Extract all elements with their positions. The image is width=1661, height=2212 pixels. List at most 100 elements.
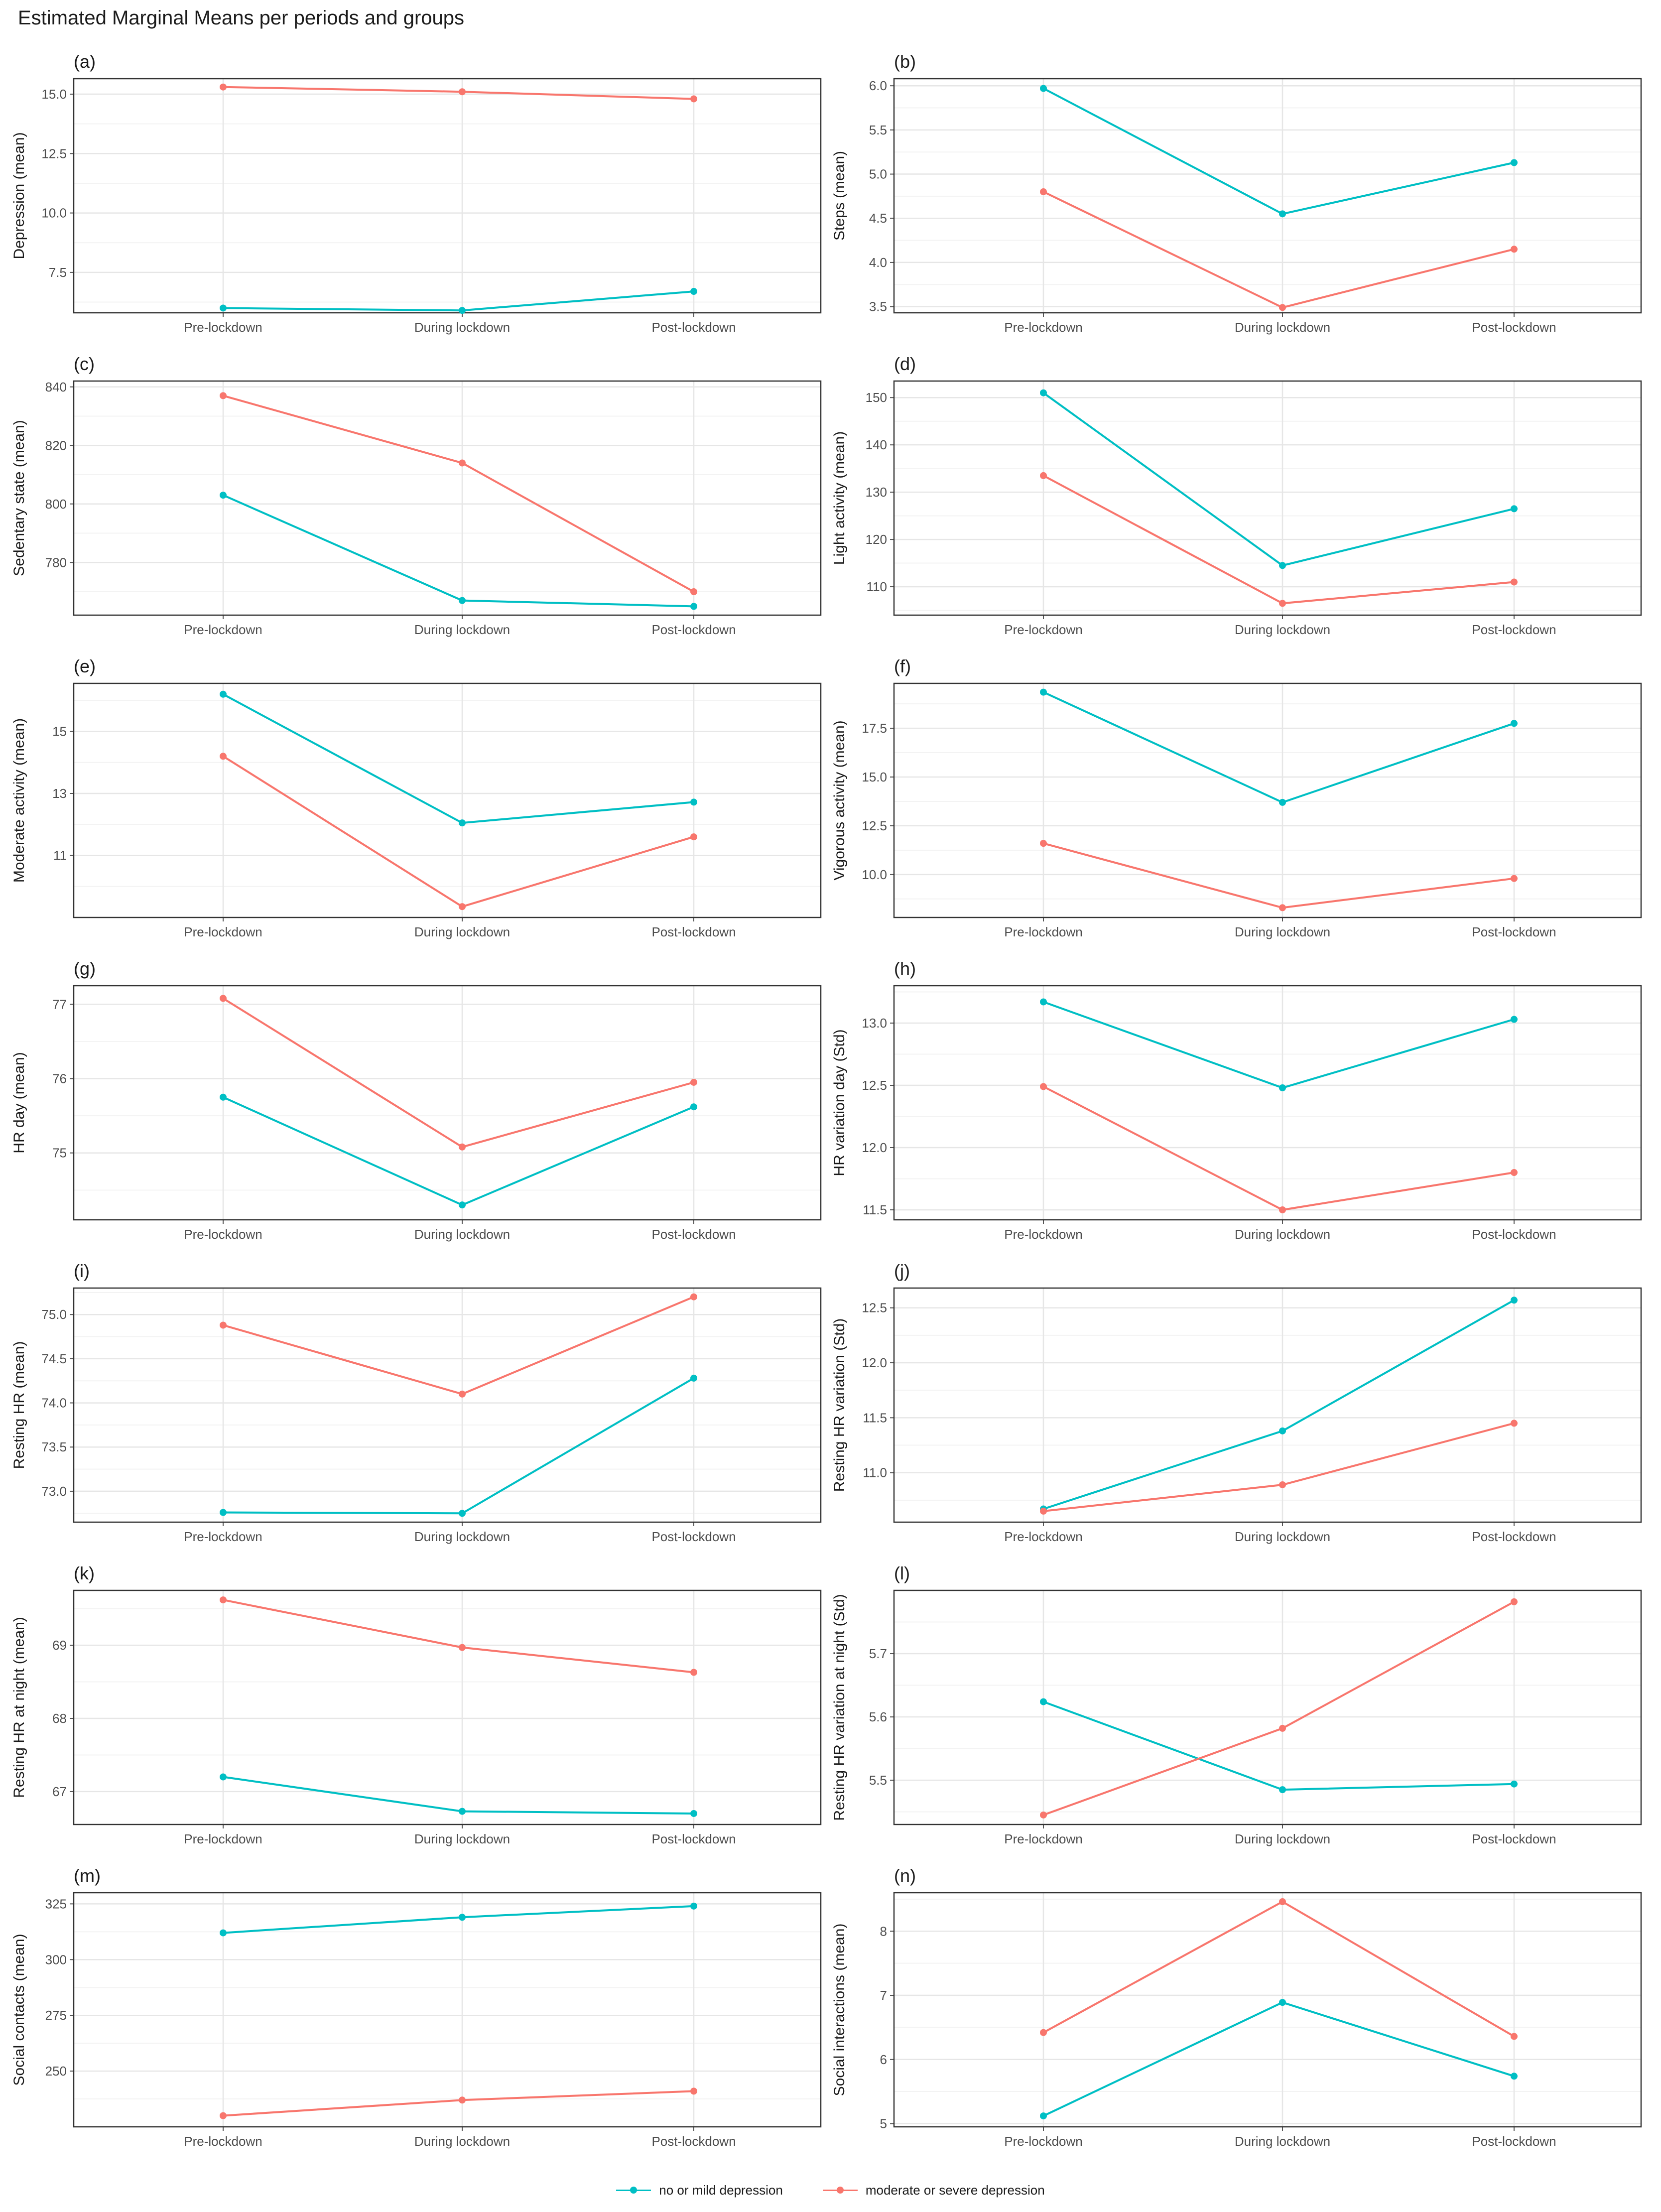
x-tick-label: Pre-lockdown bbox=[1004, 2134, 1083, 2149]
panel-label-a: (a) bbox=[74, 51, 96, 72]
data-point-moderate-or-severe bbox=[1511, 1420, 1518, 1427]
panel-border bbox=[893, 1589, 1642, 1825]
legend: no or mild depression moderate or severe… bbox=[0, 2178, 1661, 2203]
y-tick-label: 300 bbox=[45, 1952, 67, 1967]
panel-border bbox=[73, 380, 822, 616]
data-point-no-or-mild bbox=[690, 1902, 697, 1910]
data-point-moderate-or-severe bbox=[220, 83, 227, 91]
panel-f: (f) 10.0 12.5 15.0 17.5 Pre-lockdown During lo… bbox=[831, 656, 1642, 939]
data-point-no-or-mild bbox=[1279, 1084, 1286, 1091]
panel-label-j: (j) bbox=[894, 1261, 910, 1281]
panel-label-m: (m) bbox=[74, 1865, 101, 1886]
x-tick-label: During lockdown bbox=[414, 1227, 510, 1242]
series-line-no-or-mild bbox=[1043, 1001, 1515, 1089]
data-point-no-or-mild bbox=[690, 1103, 697, 1111]
panel-border bbox=[893, 380, 1642, 616]
y-tick-label: 12.0 bbox=[862, 1355, 887, 1370]
y-tick-label: 5.7 bbox=[869, 1646, 887, 1661]
data-point-no-or-mild bbox=[220, 690, 227, 698]
y-tick-label: 74.0 bbox=[41, 1396, 67, 1411]
y-tick-label: 68 bbox=[52, 1711, 67, 1726]
data-point-no-or-mild bbox=[690, 603, 697, 610]
x-tick-label: During lockdown bbox=[1235, 320, 1330, 335]
legend-label-moderate-or-severe: moderate or severe depression bbox=[865, 2182, 1045, 2198]
series-line-no-or-mild bbox=[223, 1377, 695, 1515]
panel-border bbox=[73, 1589, 822, 1825]
panel-border bbox=[893, 682, 1642, 918]
data-point-moderate-or-severe bbox=[459, 1143, 466, 1151]
panel-border bbox=[893, 1287, 1642, 1523]
series-line-moderate-or-severe bbox=[223, 1296, 694, 1395]
data-point-moderate-or-severe bbox=[690, 2087, 697, 2095]
series-line-moderate-or-severe bbox=[222, 997, 694, 1148]
y-axis-title: Moderate activity (mean) bbox=[11, 718, 27, 883]
y-tick-label: 5.0 bbox=[869, 167, 887, 182]
x-tick-label: Post-lockdown bbox=[651, 2134, 736, 2149]
x-tick-label: During lockdown bbox=[414, 924, 510, 939]
y-tick-label: 140 bbox=[866, 437, 887, 452]
y-tick-label: 4.5 bbox=[869, 211, 887, 226]
x-tick-label: During lockdown bbox=[1235, 1227, 1330, 1242]
y-tick-label: 6.0 bbox=[869, 78, 887, 93]
panel-label-e: (e) bbox=[74, 656, 96, 676]
panel-label-f: (f) bbox=[894, 656, 911, 676]
x-tick-label: Pre-lockdown bbox=[1004, 622, 1083, 637]
y-tick-label: 77 bbox=[52, 997, 67, 1012]
x-tick-label: Post-lockdown bbox=[651, 320, 736, 335]
panel-l: (l) 5.5 5.6 5.7 Pre-lockdown During lockdown P… bbox=[831, 1563, 1642, 1846]
data-point-no-or-mild bbox=[459, 597, 466, 604]
y-tick-label: 17.5 bbox=[862, 721, 887, 736]
x-tick-label: Pre-lockdown bbox=[184, 1529, 262, 1544]
data-point-no-or-mild bbox=[220, 1509, 227, 1516]
x-tick-label: During lockdown bbox=[1235, 2134, 1330, 2149]
x-tick-label: Post-lockdown bbox=[651, 1227, 736, 1242]
y-tick-label: 15 bbox=[52, 724, 67, 739]
data-point-moderate-or-severe bbox=[1040, 188, 1047, 196]
x-tick-label: Pre-lockdown bbox=[184, 2134, 262, 2149]
data-point-moderate-or-severe bbox=[1279, 1481, 1286, 1488]
series-line-no-or-mild bbox=[223, 290, 694, 312]
data-point-no-or-mild bbox=[690, 798, 697, 806]
data-point-no-or-mild bbox=[1040, 2112, 1047, 2120]
x-tick-label: Post-lockdown bbox=[1472, 2134, 1556, 2149]
x-tick-label: Post-lockdown bbox=[651, 1831, 736, 1846]
data-point-no-or-mild bbox=[459, 1510, 466, 1517]
data-point-no-or-mild bbox=[1040, 1698, 1047, 1705]
data-point-moderate-or-severe bbox=[459, 88, 466, 96]
legend-key-moderate-or-severe bbox=[822, 2183, 858, 2198]
data-point-no-or-mild bbox=[690, 1810, 697, 1817]
data-point-moderate-or-severe bbox=[220, 753, 227, 760]
series-line-no-or-mild bbox=[223, 494, 694, 608]
y-tick-label: 5.6 bbox=[869, 1709, 887, 1724]
data-point-moderate-or-severe bbox=[220, 995, 227, 1002]
data-point-no-or-mild bbox=[1279, 562, 1286, 569]
x-tick-label: Pre-lockdown bbox=[184, 320, 262, 335]
x-tick-label: Pre-lockdown bbox=[1004, 924, 1083, 939]
data-point-no-or-mild bbox=[1040, 688, 1047, 696]
y-tick-label: 820 bbox=[45, 438, 67, 453]
data-point-no-or-mild bbox=[1279, 1427, 1286, 1434]
y-tick-label: 130 bbox=[866, 485, 887, 500]
y-tick-label: 75 bbox=[52, 1146, 67, 1161]
series-line-moderate-or-severe bbox=[1043, 1601, 1515, 1816]
x-tick-label: During lockdown bbox=[1235, 1529, 1330, 1544]
data-point-no-or-mild bbox=[1279, 1999, 1286, 2006]
data-point-moderate-or-severe bbox=[1040, 2029, 1047, 2036]
y-tick-label: 13 bbox=[52, 786, 67, 801]
data-point-no-or-mild bbox=[1511, 1016, 1518, 1023]
series-line-no-or-mild bbox=[223, 1776, 694, 1815]
y-tick-label: 10.0 bbox=[862, 867, 887, 882]
y-tick-label: 11.0 bbox=[863, 1465, 887, 1480]
data-point-moderate-or-severe bbox=[1511, 2033, 1518, 2040]
data-point-moderate-or-severe bbox=[1040, 1507, 1047, 1515]
figure-title: Estimated Marginal Means per periods and… bbox=[18, 7, 465, 29]
legend-item-no-or-mild: no or mild depression bbox=[616, 2183, 783, 2198]
y-tick-label: 120 bbox=[866, 532, 887, 547]
y-tick-label: 7 bbox=[880, 1988, 887, 2003]
y-axis-title: Resting HR (mean) bbox=[11, 1341, 27, 1469]
panel-label-g: (g) bbox=[74, 958, 96, 979]
series-line-moderate-or-severe bbox=[1043, 842, 1515, 909]
x-tick-label: Pre-lockdown bbox=[184, 1831, 262, 1846]
x-tick-label: During lockdown bbox=[414, 1831, 510, 1846]
data-point-moderate-or-severe bbox=[1511, 578, 1518, 586]
